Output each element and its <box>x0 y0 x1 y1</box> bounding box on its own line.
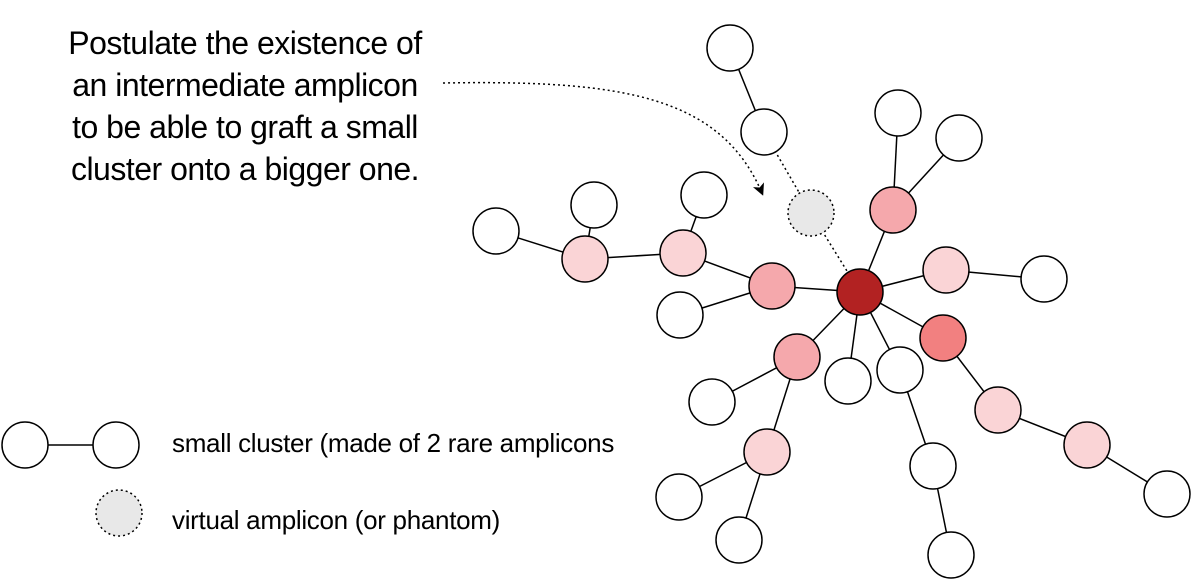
callout-line-3: to be able to graft a small <box>72 109 418 145</box>
node-r8 <box>974 386 1022 434</box>
node-w13 <box>909 442 957 490</box>
legend-small-cluster-node-right <box>92 421 140 469</box>
legend-small-cluster-node-left <box>1 421 49 469</box>
node-r1 <box>869 186 917 234</box>
node-w5 <box>1020 255 1068 303</box>
node-w14 <box>927 531 975 579</box>
node-w15 <box>655 473 703 521</box>
network-edges <box>495 47 1168 556</box>
callout-text: Postulate the existence of an intermedia… <box>40 22 450 190</box>
node-w4 <box>935 114 983 162</box>
node-r9 <box>1063 421 1111 469</box>
node-r7 <box>561 235 609 283</box>
node-hub <box>836 268 884 316</box>
node-r6 <box>659 229 707 277</box>
legend-small-cluster-label: small cluster (made of 2 rare amplicons <box>172 428 615 458</box>
node-w17 <box>1143 470 1191 518</box>
node-w7 <box>570 181 618 229</box>
network-nodes <box>472 24 1191 579</box>
node-w12 <box>688 378 736 426</box>
node-r4 <box>773 333 821 381</box>
node-r3 <box>919 314 967 362</box>
node-w3 <box>874 89 922 137</box>
node-w11 <box>876 346 924 394</box>
legend-virtual-amplicon-node <box>95 489 143 537</box>
node-r5 <box>748 262 796 310</box>
node-w1 <box>706 24 754 72</box>
callout-line-4: cluster onto a bigger one. <box>70 151 420 187</box>
callout-arrow <box>442 81 764 196</box>
node-w2 <box>740 108 788 156</box>
node-r10 <box>743 428 791 476</box>
callout-line-1: Postulate the existence of <box>68 25 422 61</box>
node-w9 <box>656 291 704 339</box>
node-w6 <box>680 171 728 219</box>
legend <box>1 421 143 537</box>
callout-line-2: an intermediate amplicon <box>72 67 418 103</box>
legend-virtual-amplicon-label: virtual amplicon (or phantom) <box>172 505 500 535</box>
node-ph <box>787 189 835 237</box>
node-w8 <box>472 207 520 255</box>
node-w16 <box>715 516 763 564</box>
node-r2 <box>922 246 970 294</box>
node-w10 <box>824 357 872 405</box>
